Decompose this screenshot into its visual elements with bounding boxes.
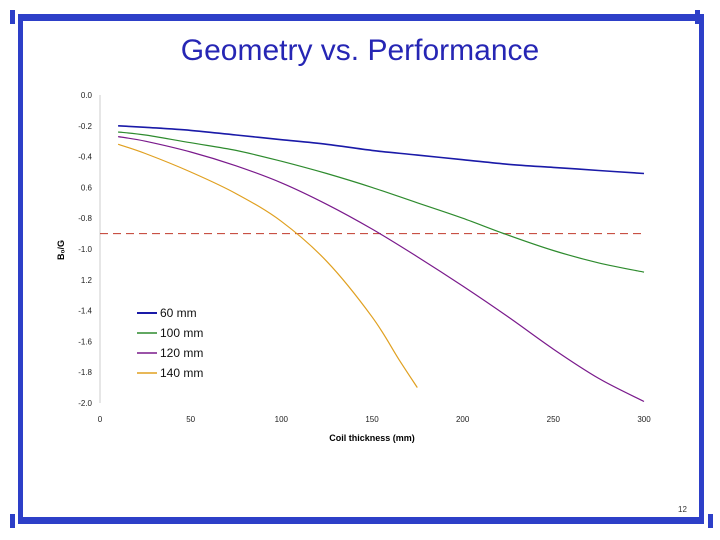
frame-corner-br <box>708 514 713 528</box>
frame-right-bar <box>699 14 704 524</box>
y-tick-label: -1.8 <box>78 368 92 377</box>
y-axis-label: B₀/G <box>56 240 66 260</box>
y-tick-label: -2.0 <box>78 399 92 408</box>
frame-bottom-bar <box>18 517 704 524</box>
frame-left-bar <box>18 14 23 524</box>
y-tick-label: -0.8 <box>78 214 92 223</box>
y-tick-label: -1.0 <box>78 245 92 254</box>
x-tick-label: 100 <box>275 415 289 424</box>
legend-label-60-mm: 60 mm <box>160 306 197 320</box>
y-tick-label: -0.2 <box>78 122 92 131</box>
legend-label-120-mm: 120 mm <box>160 346 203 360</box>
y-tick-label: -1.4 <box>78 307 92 316</box>
x-axis-label: Coil thickness (mm) <box>329 433 415 443</box>
series-lines <box>117 125 645 403</box>
series-line-100-mm <box>118 131 645 273</box>
x-tick-label: 250 <box>547 415 561 424</box>
legend-label-100-mm: 100 mm <box>160 326 203 340</box>
frame-corner-bl <box>10 514 15 528</box>
y-tick-label: -0.4 <box>78 153 92 162</box>
y-tick-label: 1.2 <box>81 276 93 285</box>
series-line-140-mm <box>117 143 418 388</box>
frame-top-bar <box>18 14 704 21</box>
x-tick-label: 50 <box>186 415 195 424</box>
x-tick-label: 0 <box>98 415 103 424</box>
x-tick-label: 200 <box>456 415 470 424</box>
legend-label-140-mm: 140 mm <box>160 366 203 380</box>
x-tick-labels: 0 50 100 150 200 250 300 <box>98 415 651 424</box>
page-number: 12 <box>678 505 687 514</box>
legend: 60 mm 100 mm 120 mm 140 mm <box>137 306 203 380</box>
slide-title: Geometry vs. Performance <box>180 34 540 67</box>
frame-corner-tl <box>10 10 15 24</box>
x-tick-label: 300 <box>637 415 651 424</box>
series-line-120-mm <box>117 136 645 403</box>
x-tick-label: 150 <box>365 415 379 424</box>
y-tick-label: -1.6 <box>78 337 92 346</box>
y-tick-labels: 0.0 -0.2 -0.4 0.6 -0.8 -1.0 1.2 -1.4 -1.6 -1.8 -2.… <box>78 91 92 408</box>
series-line-60-mm <box>118 125 645 175</box>
y-tick-label: 0.0 <box>81 91 93 100</box>
frame-corner-tr <box>695 10 700 24</box>
y-tick-label: 0.6 <box>81 183 93 192</box>
